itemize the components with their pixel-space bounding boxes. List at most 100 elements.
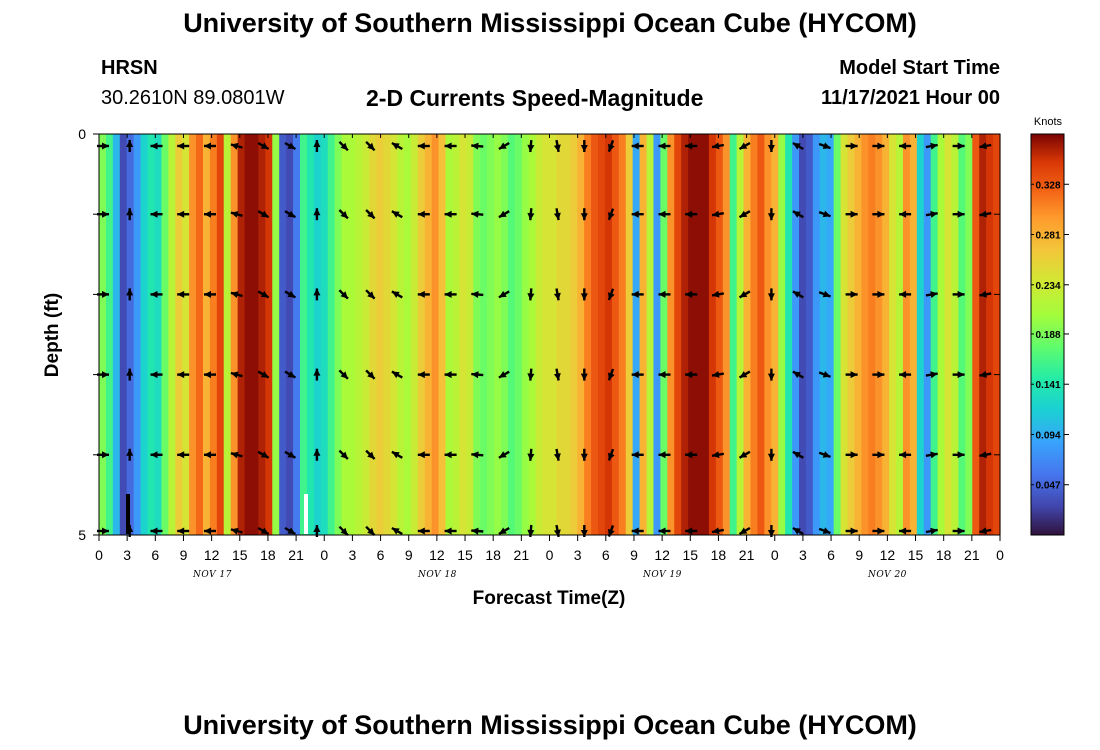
heatmap-cell xyxy=(604,134,613,535)
current-arrow xyxy=(685,527,698,535)
heatmap-cell xyxy=(840,134,849,535)
heatmap-cell xyxy=(937,134,946,535)
colorbar-tick-label: 0.234 xyxy=(1035,281,1060,292)
current-arrow xyxy=(230,211,243,218)
x-tick-label: 0 xyxy=(95,547,103,563)
colorbar-tick-label: 0.047 xyxy=(1035,481,1060,492)
current-arrow xyxy=(767,368,775,381)
current-arrow xyxy=(365,525,376,537)
x-tick-label: 0 xyxy=(996,547,1004,563)
current-arrow xyxy=(685,371,698,379)
current-arrow xyxy=(391,290,403,299)
x-axis: 0 3 6 9 12 15 18 21 0 3 6 9 12 15 18 21 0 3 6 9 12 15 18 21 0 3 6 9… xyxy=(95,134,1004,563)
current-arrow xyxy=(685,290,698,298)
current-arrow xyxy=(899,210,912,218)
current-arrow xyxy=(952,210,965,218)
heatmap-cell xyxy=(549,134,558,535)
heatmap-cell xyxy=(625,134,634,535)
current-arrow xyxy=(952,451,965,459)
current-arrow xyxy=(792,141,804,151)
current-arrow xyxy=(792,370,804,379)
heatmap-cell xyxy=(611,134,620,535)
current-arrow xyxy=(284,210,296,219)
heatmap-cell xyxy=(598,134,606,535)
current-arrow xyxy=(204,142,216,150)
x-tick-label: 9 xyxy=(855,547,863,563)
current-arrow xyxy=(738,141,751,151)
current-arrow xyxy=(818,142,831,150)
current-arrow xyxy=(818,451,831,459)
current-arrow xyxy=(365,369,376,380)
heatmap-cell xyxy=(299,134,308,535)
y-tick-label: 5 xyxy=(78,527,86,543)
heatmap-cell xyxy=(431,134,440,535)
current-arrow xyxy=(738,370,751,379)
heatmap-cell xyxy=(902,134,911,535)
heatmap-cell xyxy=(653,134,661,535)
current-arrow xyxy=(257,210,270,219)
heatmap-cell xyxy=(473,134,481,535)
current-arrow xyxy=(471,291,484,298)
footer-title: University of Southern Mississippi Ocean… xyxy=(183,710,917,740)
heatmap-cell xyxy=(792,134,800,535)
y-axis-label: Depth (ft) xyxy=(42,293,63,377)
current-arrow xyxy=(925,451,938,459)
current-arrow xyxy=(553,139,561,153)
timeline-marker-black xyxy=(126,494,130,534)
current-arrow xyxy=(792,450,804,459)
heatmap-cell xyxy=(542,134,551,535)
heatmap-cell xyxy=(417,134,426,535)
heatmap-cell xyxy=(708,134,717,535)
current-arrow xyxy=(607,448,615,461)
heatmap-cell xyxy=(750,134,759,535)
heatmap-cell xyxy=(133,134,142,535)
current-arrow xyxy=(204,210,216,218)
current-arrow xyxy=(230,371,243,379)
current-arrow xyxy=(580,288,588,301)
heatmap-cell xyxy=(805,134,814,535)
current-arrow xyxy=(845,451,858,459)
heatmap-cell xyxy=(209,134,218,535)
heatmap-cell xyxy=(154,134,162,535)
current-arrow xyxy=(230,451,243,459)
heatmap-cell xyxy=(334,134,343,535)
x-tick-label: 21 xyxy=(514,547,530,563)
current-arrow xyxy=(711,451,725,459)
heatmap-cell xyxy=(500,134,509,535)
x-tick-label: 15 xyxy=(908,547,924,563)
current-arrow xyxy=(607,208,615,221)
heatmap-cell xyxy=(577,134,585,535)
heatmap-cell xyxy=(681,134,689,535)
heatmap-cell xyxy=(764,134,772,535)
current-arrow xyxy=(925,210,938,218)
current-arrow xyxy=(845,527,858,535)
current-arrow xyxy=(872,371,885,379)
heatmap-cell xyxy=(570,134,578,535)
product-title: 2-D Currents Speed-Magnitude xyxy=(366,85,704,111)
colorbar: Knots 0.047 0.094 0.141 0.188 0.234 0.281 0.32… xyxy=(1030,116,1069,536)
current-arrow xyxy=(658,210,671,218)
current-arrow xyxy=(899,451,912,459)
current-arrow xyxy=(257,290,270,299)
current-arrow xyxy=(818,210,831,218)
current-arrow xyxy=(150,371,163,379)
current-arrow xyxy=(150,142,163,150)
x-tick-label: 12 xyxy=(429,547,445,563)
heatmap-cell xyxy=(771,134,779,535)
currents-chart: 05 0 3 6 9 12 15 18 21 0 3 6 9 12 15 18 21 0 3 6 9 12 15 18 21 0… xyxy=(42,116,1069,609)
current-arrow xyxy=(444,451,457,459)
heatmap-cell xyxy=(313,134,322,535)
current-arrow xyxy=(792,290,804,299)
heatmap-cell xyxy=(646,134,655,535)
current-arrow xyxy=(580,368,588,381)
current-arrow xyxy=(925,291,938,298)
current-arrow xyxy=(872,451,885,459)
heatmap-cell xyxy=(327,134,336,535)
heatmap-cell xyxy=(383,134,391,535)
x-tick-label: 6 xyxy=(151,547,159,563)
current-arrow xyxy=(738,450,751,459)
heatmap-cell xyxy=(639,134,648,535)
heatmap-cell xyxy=(445,134,454,535)
colorbar-label: Knots xyxy=(1034,116,1063,128)
current-arrow xyxy=(498,370,510,379)
